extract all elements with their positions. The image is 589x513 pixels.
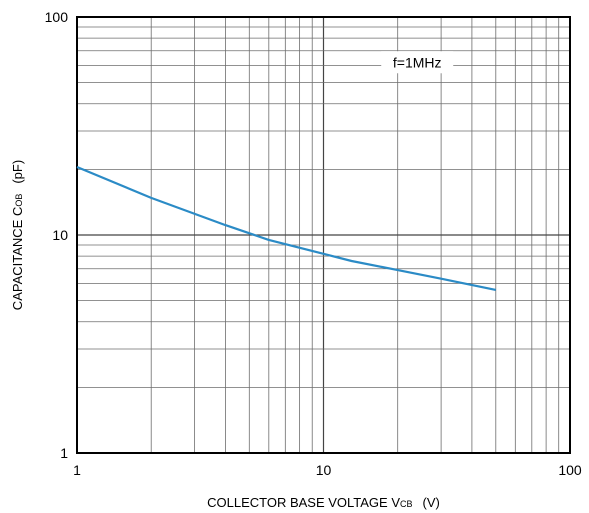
y-axis-label-main: CAPACITANCE C (10, 207, 25, 311)
y-axis-label-unit: (pF) (10, 160, 25, 184)
series-line (76, 165, 497, 291)
y-axis-label: CAPACITANCE COB (pF) (10, 160, 25, 310)
x-axis-label-main: COLLECTOR BASE VOLTAGE V (207, 495, 400, 510)
plot-frame (76, 16, 571, 454)
y-axis-label-subscript: OB (14, 194, 24, 207)
annotation-background (381, 51, 454, 74)
annotation-frequency: f=1MHz (393, 54, 442, 70)
grid-lines (77, 17, 570, 453)
x-axis-label: COLLECTOR BASE VOLTAGE VCB (V) (207, 495, 440, 510)
y-tick-label: 100 (45, 9, 69, 25)
x-axis-label-subscript: CB (400, 499, 413, 509)
y-tick-label: 1 (60, 445, 68, 461)
x-tick-label: 100 (558, 462, 582, 478)
tick-labels: 1 10 100 1 10 100 (45, 9, 582, 478)
x-tick-label: 1 (73, 462, 81, 478)
annotation-group: f=1MHz (381, 51, 454, 74)
series-layer (76, 165, 497, 291)
x-axis-label-unit: (V) (423, 495, 440, 510)
x-tick-label: 10 (316, 462, 332, 478)
y-tick-label: 10 (52, 227, 68, 243)
